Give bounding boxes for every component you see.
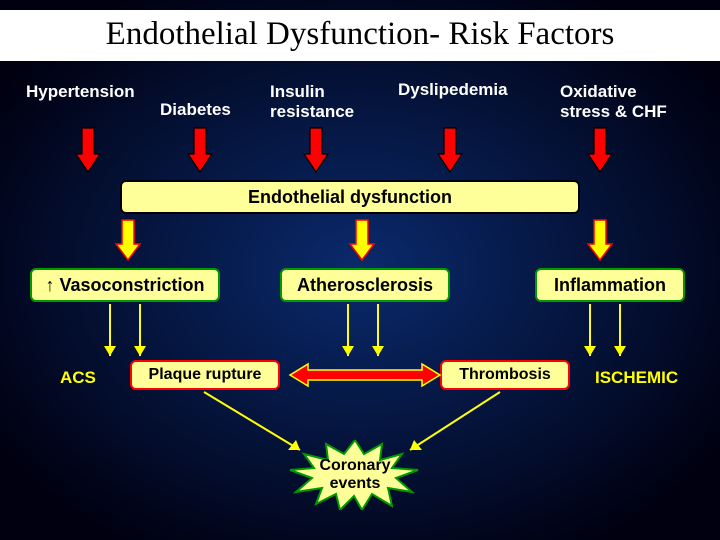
box-thrombosis-label: Thrombosis <box>459 366 551 384</box>
box-atherosclerosis-label: Atherosclerosis <box>297 275 433 296</box>
box-plaque-rupture: Plaque rupture <box>130 360 280 390</box>
label-diabetes: Diabetes <box>160 100 231 120</box>
label-insulin: Insulin resistance <box>270 82 354 121</box>
box-inflammation-label: Inflammation <box>554 275 666 296</box>
box-vasoconstriction: ↑ Vasoconstriction <box>30 268 220 302</box>
box-atherosclerosis: Atherosclerosis <box>280 268 450 302</box>
box-thrombosis: Thrombosis <box>440 360 570 390</box>
box-endothelial-dysfunction-label: Endothelial dysfunction <box>248 187 452 208</box>
box-endothelial-dysfunction: Endothelial dysfunction <box>120 180 580 214</box>
arrows-mid-to-outcome <box>116 220 612 260</box>
burst-coronary-events: Coronary events <box>290 440 420 510</box>
label-dyslipedemia: Dyslipedemia <box>398 80 508 100</box>
box-plaque-rupture-label: Plaque rupture <box>149 366 262 384</box>
arrows-outcome-to-bottom <box>104 304 626 356</box>
label-ischemic: ISCHEMIC <box>595 368 678 388</box>
arrows-risk-to-mid <box>76 128 612 172</box>
label-acs: ACS <box>60 368 96 388</box>
burst-label: Coronary events <box>319 457 390 493</box>
slide-title: Endothelial Dysfunction- Risk Factors <box>0 10 720 61</box>
box-inflammation: Inflammation <box>535 268 685 302</box>
label-oxidative: Oxidative stress & CHF <box>560 82 667 121</box>
arrow-plaque-thrombosis <box>290 364 440 386</box>
slide: Endothelial Dysfunction- Risk Factors Hy… <box>0 0 720 540</box>
label-hypertension: Hypertension <box>26 82 135 102</box>
box-vasoconstriction-label: ↑ Vasoconstriction <box>45 275 204 296</box>
